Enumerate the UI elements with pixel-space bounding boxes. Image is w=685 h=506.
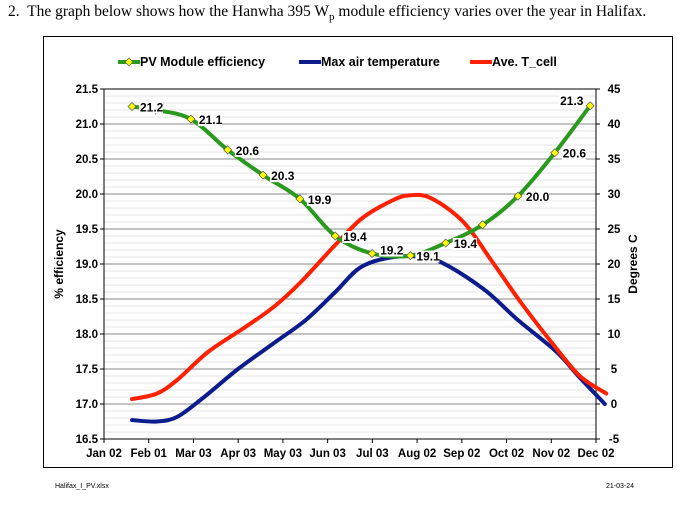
right-axis-ticks: -5 0 5 10 15 20 25 30 35 40 45 (596, 84, 621, 446)
data-label-bg (452, 238, 477, 250)
max-air-temperature-line (130, 254, 607, 424)
efficiency-data-label: 21.2 (140, 101, 164, 115)
y2-axis-title: Degrees C (626, 234, 640, 294)
y-tick-label: 18.0 (76, 329, 98, 341)
legend-label: PV Module efficiency (140, 55, 265, 69)
legend: PV Module efficiency Max air temperature A… (118, 55, 557, 69)
data-label-bg (379, 244, 404, 257)
x-tick-label: Sep 02 (443, 448, 480, 460)
cell-temperature-line (130, 192, 609, 402)
legend-item-efficiency: PV Module efficiency (118, 55, 265, 69)
series-layer (127, 101, 609, 424)
x-tick-label: Oct 02 (489, 448, 524, 460)
y-tick-label: 19.5 (76, 224, 99, 236)
efficiency-marker (295, 194, 305, 204)
data-label-bg (342, 231, 367, 243)
legend-marker (124, 57, 134, 67)
legend-item-max-air-temperature: Max air temperature (299, 55, 440, 69)
y-tick-label: 21.5 (76, 84, 99, 96)
data-labels: 21.2 21.1 20.6 20.3 19.9 19.4 19.2 19.1 19.4 20.0… (138, 94, 587, 264)
efficiency-data-label: 20.6 (563, 147, 587, 161)
y2-tick-label: 40 (608, 119, 621, 131)
efficiency-marker (513, 191, 523, 201)
y-tick-label: 17.0 (76, 399, 98, 411)
efficiency-data-label: 19.4 (454, 237, 478, 251)
y-tick-label: 18.5 (76, 294, 99, 306)
efficiency-data-label: 19.1 (416, 250, 440, 264)
efficiency-marker (367, 249, 377, 258)
y2-tick-label: 15 (608, 294, 621, 306)
efficiency-marker (186, 114, 196, 124)
efficiency-data-label: 19.4 (343, 230, 367, 244)
legend-label: Max air temperature (321, 55, 440, 69)
y2-tick-label: 45 (608, 84, 621, 96)
efficiency-data-label: 20.3 (271, 169, 295, 183)
x-tick-label: Aug 02 (398, 448, 436, 460)
efficiency-marker (258, 170, 268, 180)
question-subscript: p (329, 11, 335, 24)
question-text-after: module efficiency varies over the year i… (334, 3, 647, 20)
question-number: 2. (8, 3, 20, 20)
data-label-bg (415, 250, 440, 263)
data-label-bg (197, 114, 222, 127)
y-tick-label: 21.0 (76, 119, 98, 131)
efficiency-marker (127, 102, 137, 111)
y-tick-label: 19.0 (76, 259, 98, 271)
data-label-bg (138, 101, 163, 114)
data-label-bg (270, 170, 295, 183)
efficiency-marker (585, 101, 595, 111)
data-label-bg (234, 144, 259, 157)
question-text: 2. The graph below shows how the Hanwha … (8, 3, 646, 23)
efficiency-marker (223, 145, 233, 155)
x-tick-label: Dec 02 (577, 448, 614, 460)
efficiency-marker (441, 238, 451, 248)
x-tick-label: Nov 02 (532, 448, 570, 460)
y2-tick-label: 10 (608, 329, 621, 341)
y-axis-title: % efficiency (52, 229, 66, 299)
efficiency-data-label: 19.2 (380, 244, 404, 258)
y2-tick-label: 30 (608, 189, 621, 201)
x-tick-label: Jan 02 (86, 448, 122, 460)
efficiency-line (130, 103, 593, 259)
efficiency-marker (405, 251, 415, 261)
left-axis-ticks: 16.5 17.0 17.5 18.0 18.5 19.0 19.5 20.0 20.5 21.0… (76, 84, 104, 446)
y2-tick-label: 25 (608, 224, 621, 236)
efficiency-marker (478, 220, 488, 230)
y-tick-label: 17.5 (76, 364, 99, 376)
y2-tick-label: 35 (608, 154, 621, 166)
efficiency-data-label: 20.0 (526, 190, 550, 204)
efficiency-data-label: 20.6 (236, 144, 260, 158)
x-tick-label: Feb 01 (131, 448, 168, 460)
y-tick-label: 16.5 (76, 434, 99, 446)
efficiency-data-label: 21.3 (560, 94, 584, 108)
footer-filename: Halifax_I_PV.xlsx (55, 483, 109, 490)
question-text-before: The graph below shows how the Hanwha 395… (27, 3, 330, 20)
y-tick-label: 20.0 (76, 189, 98, 201)
efficiency-marker (550, 148, 560, 158)
y2-tick-label: 5 (611, 364, 618, 376)
y-tick-label: 20.5 (76, 154, 99, 166)
y2-tick-label: 20 (608, 259, 621, 271)
legend-label: Ave. T_cell (492, 55, 557, 69)
efficiency-data-label: 19.9 (308, 193, 332, 207)
efficiency-marker (330, 231, 340, 241)
x-tick-label: Mar 03 (175, 448, 211, 460)
data-label-bg (524, 191, 549, 204)
efficiency-data-label: 21.1 (199, 113, 223, 127)
x-tick-label: Jul 03 (356, 448, 389, 460)
y2-tick-label: -5 (609, 434, 620, 446)
footer-date: 21-03-24 (606, 483, 635, 490)
legend-item-cell-temperature: Ave. T_cell (470, 55, 557, 69)
data-label-bg (306, 193, 331, 206)
data-label-bg (559, 94, 584, 107)
y2-tick-label: 0 (611, 399, 617, 411)
x-tick-label: Jun 03 (309, 448, 345, 460)
data-label-bg (561, 147, 586, 160)
x-tick-label: May 03 (264, 448, 302, 460)
x-tick-label: Apr 03 (220, 448, 256, 460)
x-axis-ticks: Jan 02 Feb 01 Mar 03 Apr 03 May 03 Jun 03 Jul … (86, 439, 615, 460)
